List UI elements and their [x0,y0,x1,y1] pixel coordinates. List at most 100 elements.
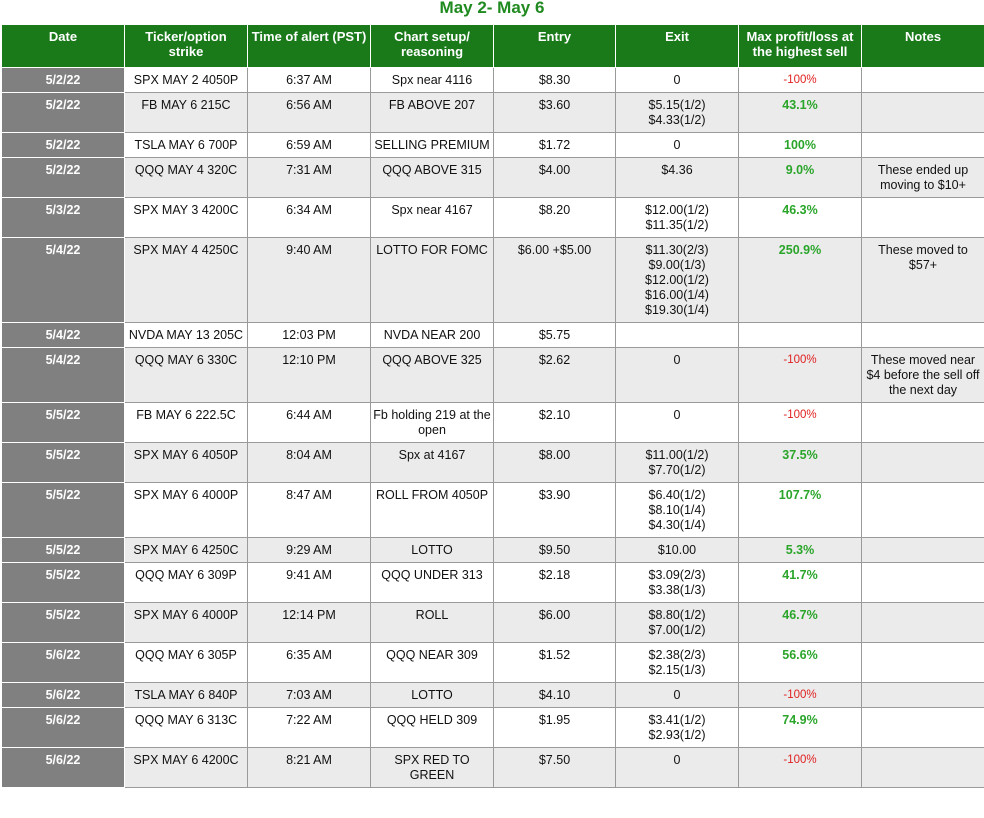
exit-line: $2.93(1/2) [648,728,706,742]
cell-exit: 0 [615,682,739,708]
cell-notes [861,92,984,133]
cell-notes [861,747,984,788]
column-header-notes: Notes [861,24,984,68]
cell-result [738,322,862,348]
cell-setup: NVDA NEAR 200 [370,322,494,348]
cell-result: -100% [738,347,862,403]
cell-exit: 0 [615,132,739,158]
cell-time: 7:22 AM [247,707,371,748]
page-title: May 2- May 6 [439,0,545,17]
cell-notes [861,322,984,348]
cell-date: 5/2/22 [1,92,125,133]
table-row: 5/2/22 TSLA MAY 6 700P 6:59 AM SELLING PREM… [1,132,984,158]
cell-time: 9:41 AM [247,562,371,603]
exit-line: $12.00(1/2) [645,273,709,287]
exit-line: 0 [673,408,681,422]
cell-setup: QQQ HELD 309 [370,707,494,748]
cell-exit: 0 [615,67,739,93]
cell-exit: $5.15(1/2) $4.33(1/2) [615,92,739,133]
cell-date: 5/4/22 [1,322,125,348]
cell-entry: $9.50 [493,537,616,563]
cell-setup: QQQ UNDER 313 [370,562,494,603]
exit-line: $11.30(2/3) [645,243,709,257]
cell-ticker: NVDA MAY 13 205C [124,322,248,348]
cell-notes [861,707,984,748]
cell-time: 6:34 AM [247,197,371,238]
cell-result: 107.7% [738,482,862,538]
cell-exit: $11.00(1/2) $7.70(1/2) [615,442,739,483]
exit-line: 0 [673,138,681,152]
table-row: 5/2/22 FB MAY 6 215C 6:56 AM FB ABOVE 207 $3… [1,92,984,133]
cell-ticker: QQQ MAY 6 305P [124,642,248,683]
cell-time: 8:04 AM [247,442,371,483]
cell-entry: $1.52 [493,642,616,683]
table-row: 5/2/22 QQQ MAY 4 320C 7:31 AM QQQ ABOVE 315… [1,157,984,198]
cell-ticker: SPX MAY 3 4200C [124,197,248,238]
exit-line: 0 [673,688,681,702]
cell-entry: $5.75 [493,322,616,348]
exit-line: $4.36 [661,163,693,177]
cell-entry: $8.30 [493,67,616,93]
cell-exit: $6.40(1/2) $8.10(1/4) $4.30(1/4) [615,482,739,538]
cell-notes [861,602,984,643]
table-row: 5/4/22 QQQ MAY 6 330C 12:10 PM QQQ ABOVE 32… [1,347,984,403]
cell-result: 46.3% [738,197,862,238]
cell-ticker: SPX MAY 6 4250C [124,537,248,563]
cell-notes [861,402,984,443]
cell-entry: $8.00 [493,442,616,483]
cell-result: 250.9% [738,237,862,323]
cell-notes: These moved near $4 before the sell off … [861,347,984,403]
cell-entry: $1.95 [493,707,616,748]
cell-result: -100% [738,682,862,708]
column-header-entry: Entry [493,24,616,68]
table-row: 5/4/22 NVDA MAY 13 205C 12:03 PM NVDA NEAR … [1,322,984,348]
cell-notes: These moved to $57+ [861,237,984,323]
table-row: 5/4/22 SPX MAY 4 4250C 9:40 AM LOTTO FOR FO… [1,237,984,323]
cell-notes [861,197,984,238]
cell-date: 5/4/22 [1,347,125,403]
cell-result: 37.5% [738,442,862,483]
table-row: 5/6/22 QQQ MAY 6 305P 6:35 AM QQQ NEAR 309 $… [1,642,984,683]
cell-time: 8:21 AM [247,747,371,788]
cell-exit [615,322,739,348]
table-row: 5/6/22 TSLA MAY 6 840P 7:03 AM LOTTO $4.10 0 -… [1,682,984,708]
exit-line: $2.38(2/3) [648,648,706,662]
exit-line: 0 [673,73,681,87]
table-row: 5/6/22 SPX MAY 6 4200C 8:21 AM SPX RED TO G… [1,747,984,788]
column-header-result: Max profit/loss at the highest sell [738,24,862,68]
cell-date: 5/6/22 [1,642,125,683]
cell-exit: $3.41(1/2) $2.93(1/2) [615,707,739,748]
cell-ticker: SPX MAY 2 4050P [124,67,248,93]
cell-exit: $10.00 [615,537,739,563]
cell-entry: $1.72 [493,132,616,158]
exit-line: 0 [673,353,681,367]
cell-result: 100% [738,132,862,158]
cell-date: 5/5/22 [1,602,125,643]
cell-ticker: QQQ MAY 4 320C [124,157,248,198]
cell-setup: ROLL FROM 4050P [370,482,494,538]
cell-result: 41.7% [738,562,862,603]
cell-entry: $3.90 [493,482,616,538]
exit-line: $19.30(1/4) [645,303,709,317]
exit-line: $7.00(1/2) [648,623,706,637]
cell-time: 12:03 PM [247,322,371,348]
cell-entry: $6.00 +$5.00 [493,237,616,323]
cell-ticker: QQQ MAY 6 313C [124,707,248,748]
cell-notes: These ended up moving to $10+ [861,157,984,198]
cell-exit: $11.30(2/3) $9.00(1/3) $12.00(1/2) $16.00(1… [615,237,739,323]
cell-ticker: QQQ MAY 6 330C [124,347,248,403]
cell-result: -100% [738,747,862,788]
cell-date: 5/5/22 [1,537,125,563]
cell-date: 5/5/22 [1,482,125,538]
cell-notes [861,67,984,93]
cell-entry: $7.50 [493,747,616,788]
cell-ticker: SPX MAY 6 4050P [124,442,248,483]
cell-exit: $2.38(2/3) $2.15(1/3) [615,642,739,683]
cell-exit: 0 [615,747,739,788]
cell-time: 7:03 AM [247,682,371,708]
exit-line: $12.00(1/2) [645,203,709,217]
cell-result: 9.0% [738,157,862,198]
column-header-exit: Exit [615,24,739,68]
exit-line: $3.38(1/3) [648,583,706,597]
cell-date: 5/4/22 [1,237,125,323]
